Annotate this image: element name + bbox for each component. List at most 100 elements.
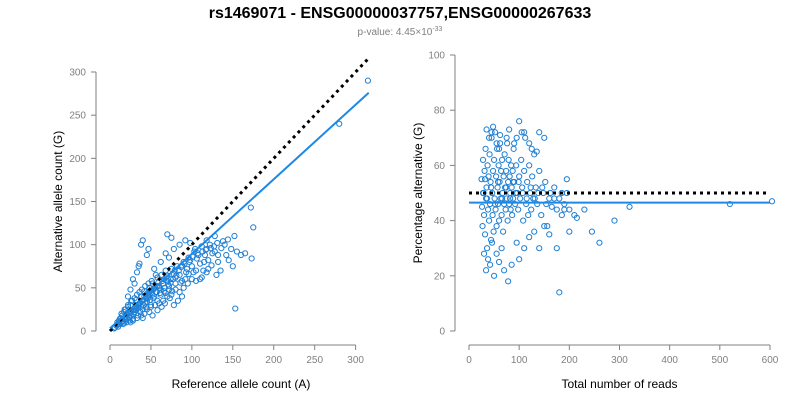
data-point — [217, 267, 224, 274]
data-point — [165, 281, 172, 288]
p-value-exponent: -33 — [432, 26, 442, 33]
data-point — [205, 257, 212, 264]
data-point — [162, 250, 169, 257]
data-point — [178, 277, 186, 285]
data-point — [231, 232, 238, 240]
data-point — [499, 156, 506, 163]
data-point — [521, 245, 528, 252]
data-point — [488, 239, 496, 246]
data-point — [119, 318, 126, 325]
scatter-plot-allele-counts: 0 50 100 150 200 250 300 0 50 100 150 200 250 300 Refe… — [51, 57, 372, 391]
data-point — [214, 258, 222, 266]
x-tick-label: 300 — [611, 355, 628, 366]
data-point — [522, 134, 529, 141]
data-point — [527, 184, 534, 191]
y-axis-label: Percentage alternative (G) — [411, 123, 425, 264]
chart-subtitle: p-value: 4.45×10-33 — [358, 26, 443, 38]
data-point — [492, 173, 500, 180]
data-point — [493, 223, 500, 230]
y-tick-label: 100 — [428, 51, 445, 62]
data-point — [528, 206, 535, 213]
data-point — [553, 245, 560, 252]
x-tick-label: 400 — [661, 355, 678, 366]
data-point — [501, 267, 508, 274]
data-point — [142, 300, 149, 307]
data-point — [157, 258, 164, 266]
data-point — [481, 176, 489, 183]
data-point — [214, 239, 221, 247]
data-point — [494, 200, 502, 208]
data-point — [146, 308, 153, 316]
data-point — [492, 206, 499, 213]
data-point — [478, 203, 486, 210]
y-tick-label: 250 — [69, 111, 86, 122]
data-point — [500, 173, 507, 180]
data-point — [502, 206, 509, 213]
data-point — [515, 178, 522, 186]
y-tick-label: 60 — [434, 161, 446, 172]
data-point — [551, 184, 558, 191]
data-point — [248, 255, 255, 262]
x-tick-label: 100 — [511, 355, 528, 366]
data-point — [486, 151, 493, 158]
data-point — [336, 120, 343, 127]
data-point — [526, 140, 533, 147]
x-tick-label: 50 — [145, 355, 157, 366]
data-point — [496, 217, 503, 224]
x-tick-label: 0 — [466, 355, 472, 366]
y-tick-label: 0 — [80, 327, 86, 338]
data-point — [233, 248, 241, 255]
data-point — [516, 173, 523, 180]
data-point — [581, 206, 588, 213]
data-point — [515, 206, 522, 213]
data-point — [510, 145, 517, 152]
data-point — [505, 278, 512, 285]
data-point — [491, 129, 499, 136]
data-point — [536, 245, 543, 252]
reference-line — [108, 57, 370, 333]
data-point — [494, 178, 502, 186]
data-point — [161, 300, 168, 307]
data-point — [232, 305, 239, 312]
data-point — [520, 217, 527, 224]
data-point — [768, 198, 776, 205]
data-point — [183, 265, 191, 272]
data-point — [493, 250, 500, 257]
data-point — [203, 269, 210, 276]
data-point — [223, 251, 230, 259]
data-point — [490, 272, 498, 279]
y-tick-label: 80 — [434, 106, 446, 117]
data-point — [483, 195, 491, 202]
data-point — [536, 167, 543, 175]
data-point — [516, 118, 523, 125]
data-point — [532, 184, 539, 191]
data-point — [166, 295, 173, 302]
chart-title: rs1469071 - ENSG00000037757,ENSG00000267… — [209, 5, 592, 22]
data-point — [484, 162, 491, 169]
data-point — [488, 129, 495, 136]
data-point — [147, 302, 155, 309]
data-point — [508, 261, 515, 268]
data-point — [364, 77, 372, 84]
data-point — [497, 131, 504, 139]
data-point — [143, 251, 150, 259]
y-tick-label: 0 — [439, 327, 445, 338]
data-point — [151, 265, 158, 272]
data-point — [221, 241, 228, 248]
data-point — [498, 211, 505, 219]
data-point — [152, 271, 159, 278]
data-point — [521, 167, 528, 175]
data-point — [133, 269, 141, 276]
data-point — [519, 184, 526, 191]
data-point — [489, 167, 497, 175]
data-point — [487, 236, 495, 244]
data-point — [127, 286, 134, 293]
data-point — [558, 211, 565, 219]
data-point — [513, 162, 520, 169]
data-point — [493, 140, 500, 147]
data-point — [483, 126, 490, 133]
data-point — [507, 195, 514, 202]
data-point — [534, 200, 541, 208]
data-point — [566, 228, 573, 235]
data-point — [553, 206, 560, 213]
